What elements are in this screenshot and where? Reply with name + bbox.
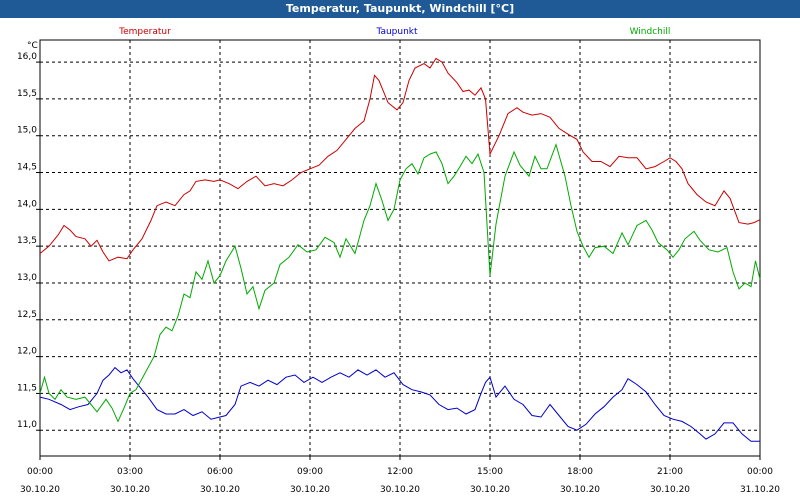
- y-tick-label: 15,0: [17, 126, 37, 136]
- x-tick-date-label: 30.10.20: [560, 485, 600, 495]
- y-tick-label: 13,0: [17, 273, 37, 283]
- y-tick-label: 14,5: [17, 163, 37, 173]
- legend: Temperatur Taupunkt Windchill: [118, 27, 670, 37]
- y-axis-ticks: 11,0 11,5 12,0 12,5 13,0 13,5 14,0 14,5 15,0 15,5…: [17, 52, 40, 431]
- x-tick-date-label: 31.10.20: [740, 485, 780, 495]
- y-tick-label: 12,0: [17, 347, 37, 357]
- x-tick-time-label: 12:00: [387, 467, 413, 477]
- x-tick-date-label: 30.10.20: [380, 485, 420, 495]
- x-tick-time-label: 15:00: [477, 467, 503, 477]
- x-tick-date-label: 30.10.20: [200, 485, 240, 495]
- y-tick-label: 13,5: [17, 236, 37, 246]
- grid-lines: [40, 40, 760, 456]
- line-chart: 11,0 11,5 12,0 12,5 13,0 13,5 14,0 14,5 15,0 15,5…: [17, 27, 780, 495]
- chart-title: Temperatur, Taupunkt, Windchill [°C]: [0, 0, 800, 18]
- y-axis-label: °C: [27, 41, 38, 51]
- y-tick-label: 15,5: [17, 89, 37, 99]
- series-line-taupunkt: [39, 366, 760, 442]
- x-tick-time-label: 21:00: [657, 467, 683, 477]
- series-lines: [39, 57, 761, 442]
- x-tick-date-label: 30.10.20: [470, 485, 510, 495]
- y-tick-label: 12,5: [17, 310, 37, 320]
- legend-windchill: Windchill: [630, 27, 671, 37]
- x-tick-time-label: 03:00: [117, 467, 143, 477]
- x-tick-time-label: 09:00: [297, 467, 323, 477]
- x-tick-time-label: 00:00: [747, 467, 773, 477]
- x-tick-date-label: 30.10.20: [110, 485, 150, 495]
- y-tick-label: 11,5: [17, 383, 37, 393]
- x-tick-time-label: 06:00: [207, 467, 233, 477]
- x-tick-time-label: 00:00: [27, 467, 53, 477]
- x-tick-date-label: 30.10.20: [290, 485, 330, 495]
- series-line-temperatur: [39, 57, 761, 262]
- legend-temperatur: Temperatur: [118, 27, 171, 37]
- x-axis-ticks: 00:00 30.10.20 03:00 30.10.20 06:00 30.10.20 0…: [20, 456, 780, 495]
- y-tick-label: 16,0: [17, 52, 37, 62]
- y-tick-label: 11,0: [17, 420, 37, 430]
- x-tick-date-label: 30.10.20: [20, 485, 60, 495]
- x-tick-date-label: 30.10.20: [650, 485, 690, 495]
- legend-taupunkt: Taupunkt: [375, 27, 418, 37]
- series-line-windchill: [39, 142, 761, 423]
- y-tick-label: 14,0: [17, 199, 37, 209]
- x-tick-time-label: 18:00: [567, 467, 593, 477]
